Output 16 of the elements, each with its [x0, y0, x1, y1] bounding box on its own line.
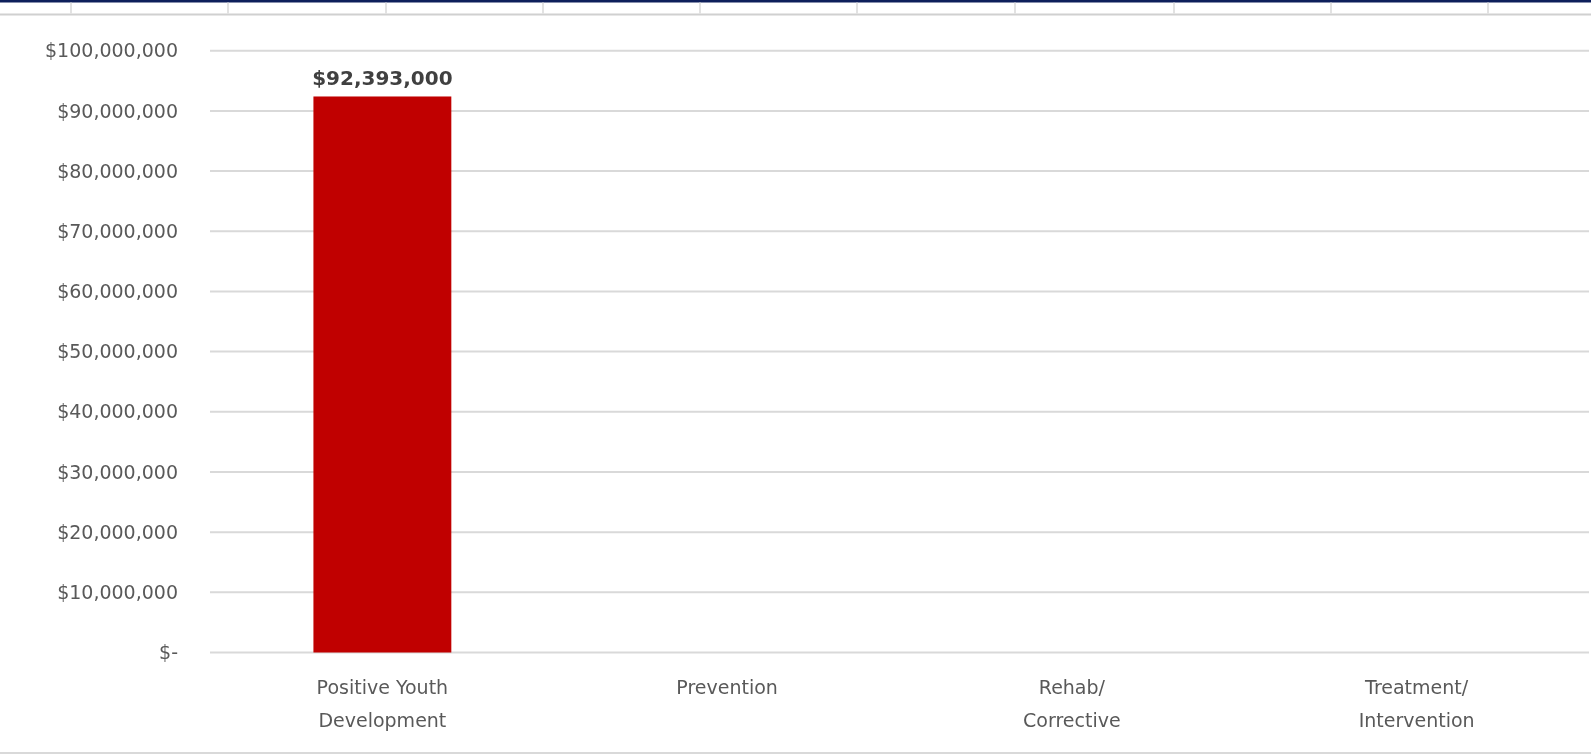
y-tick-label: $70,000,000 [57, 219, 178, 242]
y-tick-label: $10,000,000 [57, 580, 178, 603]
y-tick-label: $40,000,000 [57, 400, 178, 423]
y-tick-label: $- [159, 641, 178, 664]
y-tick-label: $100,000,000 [45, 39, 178, 62]
x-tick-label: Treatment/ Intervention [1358, 675, 1475, 731]
data-label: $92,393,000 [312, 66, 453, 91]
y-tick-label: $90,000,000 [57, 99, 178, 122]
y-tick-label: $30,000,000 [57, 460, 178, 483]
x-tick-label: Prevention [676, 675, 778, 698]
y-tick-label: $50,000,000 [57, 340, 178, 363]
y-tick-label: $80,000,000 [57, 159, 178, 182]
x-tick-label: Positive Youth Development [316, 675, 449, 731]
y-tick-label: $60,000,000 [57, 280, 178, 303]
y-tick-label: $20,000,000 [57, 520, 178, 543]
x-tick-label: Rehab/ Corrective [1023, 675, 1121, 731]
